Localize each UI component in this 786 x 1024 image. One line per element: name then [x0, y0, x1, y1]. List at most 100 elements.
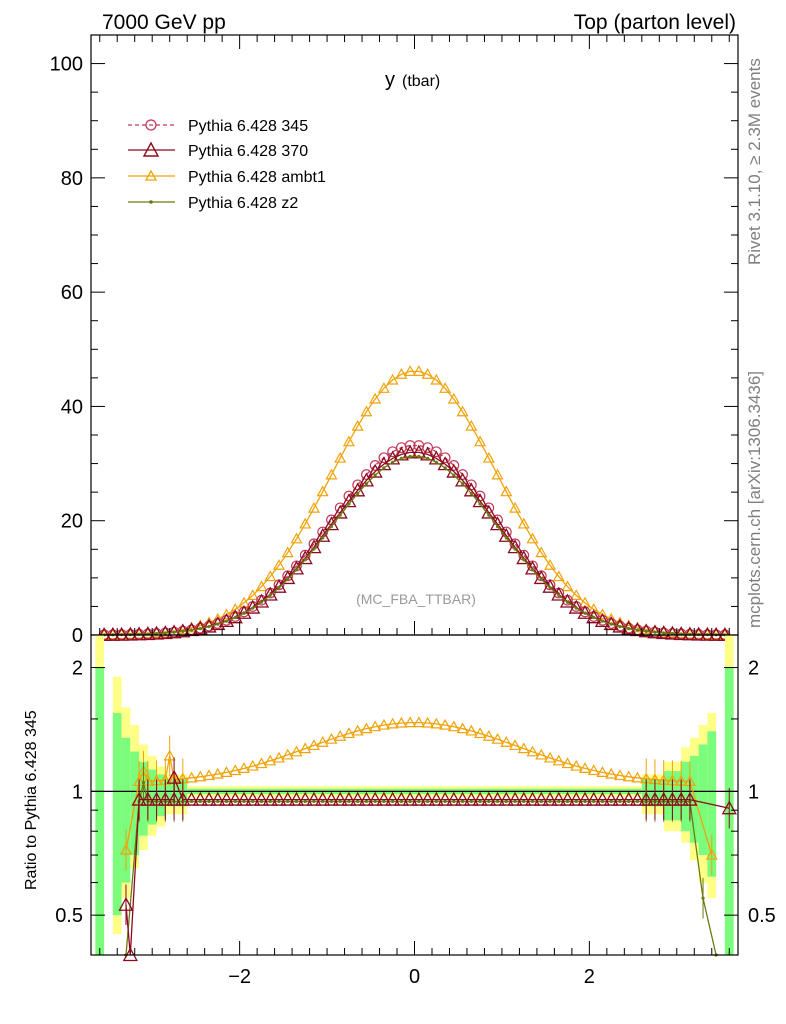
data-point-ambt1 [509, 501, 522, 513]
data-point-z2 [460, 482, 465, 486]
data-point-z2 [487, 513, 491, 517]
ratio-point-ambt1 [482, 729, 495, 741]
ratio-point-ambt1 [552, 754, 565, 766]
ratio-point-ambt1 [578, 762, 592, 773]
data-point-z2 [539, 577, 543, 581]
ratio-point-z2 [391, 799, 395, 804]
ratio-point-ambt1 [211, 767, 224, 779]
ratio-point-p370 [148, 791, 165, 806]
ratio-point-p370 [489, 791, 506, 806]
ratio-point-p370 [306, 791, 322, 806]
data-point-z2 [207, 625, 211, 629]
ratio-point-ambt1 [561, 757, 574, 769]
data-point-p370 [498, 527, 514, 542]
ratio-point-p370 [437, 791, 453, 806]
ratio-point-ambt1 [622, 770, 635, 782]
data-point-z2 [312, 547, 316, 551]
data-point-ambt1 [290, 532, 303, 544]
ratio-point-z2 [399, 799, 403, 804]
ratio-point-p370 [533, 791, 549, 806]
data-point-z2 [242, 611, 246, 615]
data-point-ambt1 [412, 365, 425, 376]
data-point-ambt1 [535, 546, 548, 558]
data-point-ambt1 [439, 382, 452, 393]
data-point-z2 [513, 547, 517, 551]
data-point-z2 [268, 593, 272, 598]
ratio-point-p370 [323, 791, 340, 806]
ratio-point-ambt1 [412, 716, 425, 728]
ratio-point-z2 [701, 896, 705, 900]
data-point-ambt1 [526, 532, 539, 544]
data-point-p370 [568, 599, 584, 614]
ratio-point-p370 [253, 791, 270, 806]
data-point-p370 [288, 560, 305, 575]
y-tick-label: 0 [72, 625, 83, 647]
ratio-point-p370 [118, 896, 134, 911]
ratio-point-z2 [303, 799, 307, 804]
data-point-z2 [399, 456, 403, 460]
data-point-z2 [294, 568, 299, 572]
ratio-point-p370 [603, 791, 619, 806]
uncertainty-band-green [112, 713, 122, 916]
ratio-point-p370 [402, 791, 418, 806]
data-point-z2 [163, 631, 167, 635]
ratio-point-z2 [618, 799, 622, 804]
ratio-point-p370 [524, 791, 541, 806]
ratio-point-z2 [452, 799, 456, 804]
ratio-point-z2 [469, 799, 473, 804]
data-point-p370 [516, 550, 532, 565]
ratio-point-z2 [635, 799, 640, 804]
legend-entry-p370: Pythia 6.428 370 [128, 141, 308, 160]
data-point-p370 [437, 456, 453, 471]
ratio-point-ambt1 [299, 742, 312, 754]
ratio-point-p370 [454, 791, 471, 806]
ratio-point-ambt1 [369, 720, 382, 732]
ratio-point-z2 [259, 799, 264, 804]
data-point-ambt1 [474, 435, 487, 447]
ratio-point-p370 [420, 791, 436, 806]
data-point-z2 [277, 586, 281, 590]
ratio-point-z2 [583, 799, 587, 804]
data-point-ambt1 [421, 368, 434, 379]
ratio-point-ambt1 [465, 724, 478, 736]
ratio-point-ambt1 [509, 739, 522, 751]
ratio-point-p370 [463, 791, 479, 806]
y-tick-label: 60 [61, 282, 83, 304]
ratio-point-p370 [594, 791, 611, 806]
data-point-ambt1 [229, 603, 242, 614]
ratio-point-p370 [411, 791, 427, 806]
ratio-point-z2 [417, 799, 421, 804]
ratio-point-z2 [242, 799, 246, 804]
ratio-point-z2 [522, 799, 526, 804]
ratio-line-p370 [125, 777, 730, 956]
ratio-point-z2 [592, 799, 596, 804]
data-point-p370 [253, 593, 270, 608]
data-point-z2 [417, 454, 421, 458]
legend-entry-z2: Pythia 6.428 z2 [128, 195, 298, 212]
data-point-p345 [361, 469, 372, 480]
uncertainty-band-green [121, 737, 131, 883]
legend-marker-dot-icon [149, 200, 153, 204]
y-tick-label: 20 [61, 511, 83, 533]
ratio-point-p370 [245, 791, 261, 806]
legend-entry-p345: Pythia 6.428 345 [128, 118, 308, 135]
x-tick-label: −2 [228, 966, 251, 988]
ratio-point-ambt1 [631, 771, 644, 783]
ratio-point-ambt1 [395, 716, 408, 728]
ratio-point-ambt1 [360, 722, 373, 734]
ratio-point-ambt1 [526, 745, 539, 757]
analysis-watermark: (MC_FBA_TTBAR) [356, 591, 476, 607]
ratio-point-p370 [542, 791, 558, 806]
data-point-ambt1 [491, 468, 504, 480]
ratio-point-ambt1 [517, 742, 530, 754]
data-point-z2 [443, 466, 447, 470]
data-point-z2 [373, 473, 377, 477]
data-point-z2 [347, 502, 351, 506]
ratio-point-p370 [385, 791, 401, 806]
data-point-z2 [434, 460, 438, 464]
data-point-z2 [329, 524, 334, 529]
ratio-point-p370 [568, 791, 584, 806]
ratio-point-p370 [376, 791, 392, 806]
ratio-point-z2 [443, 799, 447, 804]
